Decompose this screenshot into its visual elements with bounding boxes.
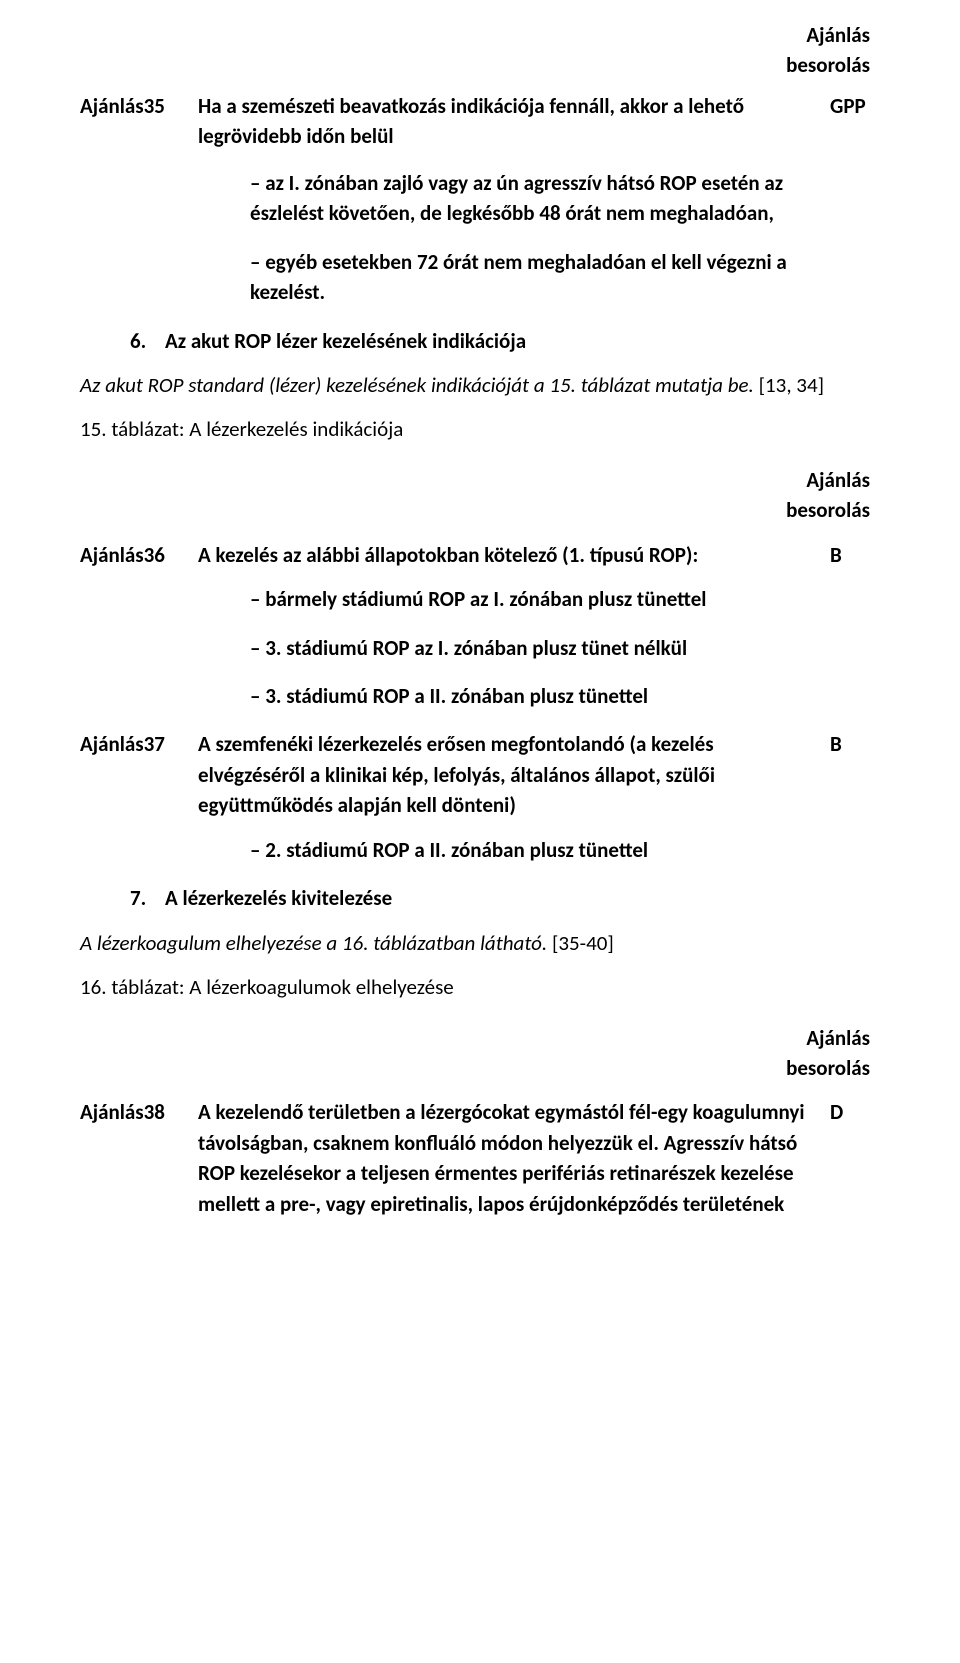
rec-label: Ajánlás38 (80, 1097, 198, 1127)
grade-header-line2: besorolás (80, 495, 870, 525)
rec-grade: D (830, 1097, 880, 1127)
grade-header-line2: besorolás (80, 50, 870, 80)
citation: [13, 34] (754, 372, 824, 398)
grade-header-line2: besorolás (80, 1053, 870, 1083)
grade-header-line1: Ajánlás (80, 20, 870, 50)
grade-header-line1: Ajánlás (80, 1023, 870, 1053)
rec-text: A szemfenéki lézerkezelés erősen megfont… (198, 729, 830, 820)
table-caption-15: 15. táblázat: A lézerkezelés indikációja (80, 414, 880, 444)
section-number: 6. (130, 326, 165, 356)
section-title: A lézerkezelés kivitelezése (165, 883, 880, 913)
recommendation-35: Ajánlás35 Ha a szemészeti beavatkozás in… (80, 91, 880, 152)
rec36-bullets: – bármely stádiumú ROP az I. zónában plu… (250, 584, 880, 711)
recommendation-38: Ajánlás38 A kezelendő területben a lézer… (80, 1097, 880, 1219)
rec-grade: B (830, 540, 880, 570)
rec35-sub1: – az I. zónában zajló vagy az ún agressz… (250, 168, 820, 229)
citation: [35-40] (547, 930, 614, 956)
rec-text: A kezelés az alábbi állapotokban kötelez… (198, 540, 830, 570)
grade-header: Ajánlás besorolás (80, 20, 880, 81)
italic-note-1: Az akut ROP standard (lézer) kezelésének… (80, 370, 880, 400)
rec-text: A kezelendő területben a lézergócokat eg… (198, 1097, 830, 1219)
rec37-bullets: – 2. stádiumú ROP a II. zónában plusz tü… (250, 835, 880, 865)
rec37-b1: – 2. stádiumú ROP a II. zónában plusz tü… (250, 835, 880, 865)
rec36-b3: – 3. stádiumú ROP a II. zónában plusz tü… (250, 681, 880, 711)
rec-label: Ajánlás35 (80, 91, 198, 121)
table-caption-16: 16. táblázat: A lézerkoagulumok elhelyez… (80, 972, 880, 1002)
grade-header-line1: Ajánlás (80, 465, 870, 495)
recommendation-37: Ajánlás37 A szemfenéki lézerkezelés erős… (80, 729, 880, 820)
italic-text: A lézerkoagulum elhelyezése a 16. tábláz… (80, 930, 547, 956)
italic-note-2: A lézerkoagulum elhelyezése a 16. tábláz… (80, 928, 880, 958)
rec-label: Ajánlás37 (80, 729, 198, 759)
grade-header-3: Ajánlás besorolás (80, 1023, 880, 1084)
rec-label: Ajánlás36 (80, 540, 198, 570)
italic-text: Az akut ROP standard (lézer) kezelésének… (80, 372, 754, 398)
rec-grade: GPP (830, 91, 880, 121)
grade-header-2: Ajánlás besorolás (80, 465, 880, 526)
section-7: 7. A lézerkezelés kivitelezése (130, 883, 880, 913)
section-6: 6. Az akut ROP lézer kezelésének indikác… (130, 326, 880, 356)
section-title: Az akut ROP lézer kezelésének indikációj… (165, 326, 880, 356)
rec35-sub2: – egyéb esetekben 72 órát nem meghaladóa… (250, 247, 820, 308)
rec-text: Ha a szemészeti beavatkozás indikációja … (198, 91, 830, 152)
rec-grade: B (830, 729, 880, 759)
rec36-b2: – 3. stádiumú ROP az I. zónában plusz tü… (250, 633, 880, 663)
rec35-subitems: – az I. zónában zajló vagy az ún agressz… (250, 168, 880, 308)
rec36-b1: – bármely stádiumú ROP az I. zónában plu… (250, 584, 880, 614)
recommendation-36: Ajánlás36 A kezelés az alábbi állapotokb… (80, 540, 880, 570)
section-number: 7. (130, 883, 165, 913)
